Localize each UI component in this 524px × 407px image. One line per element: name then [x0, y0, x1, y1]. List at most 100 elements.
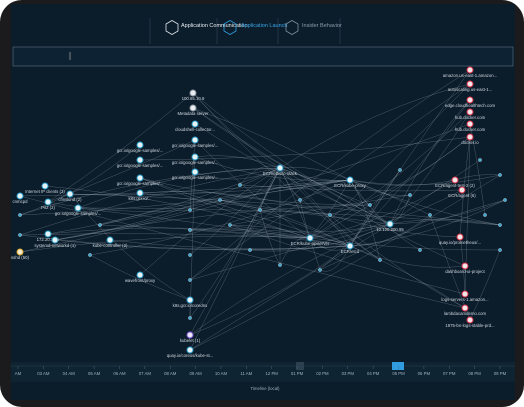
- node-dot[interactable]: [418, 248, 422, 252]
- node[interactable]: [191, 120, 199, 128]
- node[interactable]: [44, 230, 52, 238]
- edge: [189, 167, 281, 256]
- tab-icon[interactable]: [285, 20, 299, 35]
- node-dot[interactable]: [318, 268, 322, 272]
- tab-label[interactable]: Insider Behavior: [302, 23, 342, 29]
- timeline-label: 06 PM: [418, 371, 431, 376]
- node[interactable]: [136, 156, 144, 164]
- node-dot[interactable]: [298, 198, 302, 202]
- node[interactable]: [16, 192, 24, 200]
- node-dot[interactable]: [188, 278, 192, 282]
- node-dot[interactable]: [498, 173, 502, 177]
- node[interactable]: [466, 66, 474, 74]
- node-dot[interactable]: [428, 213, 432, 217]
- node[interactable]: [466, 316, 474, 324]
- node-dot[interactable]: [478, 158, 482, 162]
- node-dot[interactable]: [188, 316, 192, 320]
- node[interactable]: [41, 182, 49, 190]
- node[interactable]: [186, 346, 194, 354]
- node-label: autoscaling.us-east-1...: [448, 87, 492, 92]
- node-dot[interactable]: [503, 198, 507, 202]
- node[interactable]: [456, 233, 464, 241]
- node-dot[interactable]: [498, 223, 502, 227]
- node[interactable]: [466, 133, 474, 141]
- node[interactable]: [466, 108, 474, 116]
- node-dot[interactable]: [278, 263, 282, 267]
- node[interactable]: [346, 242, 354, 250]
- node-dot[interactable]: [188, 228, 192, 232]
- node-dot[interactable]: [408, 193, 412, 197]
- edge: [194, 139, 311, 239]
- tab-icon[interactable]: [165, 20, 179, 35]
- node-dot[interactable]: [88, 253, 92, 257]
- node[interactable]: [136, 174, 144, 182]
- node-dot[interactable]: [98, 223, 102, 227]
- node-dot[interactable]: [18, 213, 22, 217]
- node[interactable]: [44, 198, 52, 206]
- node-dot[interactable]: [368, 203, 372, 207]
- tab-label[interactable]: Application Launch: [241, 23, 287, 29]
- node-dot[interactable]: [218, 198, 222, 202]
- edge: [189, 223, 391, 281]
- node[interactable]: [74, 204, 82, 212]
- timeline-label: 08 PM: [468, 371, 481, 376]
- node[interactable]: [461, 304, 469, 312]
- node-dot[interactable]: [483, 213, 487, 217]
- node[interactable]: [466, 80, 474, 88]
- node[interactable]: [136, 271, 144, 279]
- edge: [279, 167, 391, 225]
- edge: [194, 123, 391, 225]
- node[interactable]: [106, 236, 114, 244]
- node-dot[interactable]: [398, 168, 402, 172]
- edge: [329, 214, 461, 238]
- timeline-selection[interactable]: [392, 362, 404, 370]
- node[interactable]: [186, 331, 194, 339]
- node-dot[interactable]: [18, 233, 22, 237]
- node-dot[interactable]: [188, 208, 192, 212]
- node[interactable]: [346, 176, 354, 184]
- node[interactable]: [186, 296, 194, 304]
- node-dot[interactable]: [188, 253, 192, 257]
- node[interactable]: [189, 104, 197, 112]
- edge: [279, 167, 301, 201]
- edge: [309, 136, 471, 239]
- node[interactable]: [66, 190, 74, 198]
- node-dot[interactable]: [258, 208, 262, 212]
- node[interactable]: [276, 164, 284, 172]
- node[interactable]: [191, 136, 199, 144]
- node[interactable]: [451, 176, 459, 184]
- node-dot[interactable]: [238, 183, 242, 187]
- edge: [279, 167, 381, 261]
- node[interactable]: [136, 189, 144, 197]
- node[interactable]: [466, 120, 474, 128]
- node[interactable]: [461, 290, 469, 298]
- node[interactable]: [189, 89, 197, 97]
- timeline-label: 07 AM: [139, 371, 152, 376]
- timeline-marker[interactable]: [296, 362, 304, 370]
- node[interactable]: [461, 262, 469, 270]
- edge: [47, 139, 196, 203]
- node[interactable]: [306, 234, 314, 242]
- node-dot[interactable]: [228, 223, 232, 227]
- edge: [192, 107, 351, 181]
- node[interactable]: [16, 248, 24, 256]
- node-dot[interactable]: [248, 248, 252, 252]
- tab-label[interactable]: Application Communication: [181, 23, 248, 29]
- edge: [454, 174, 501, 181]
- node[interactable]: [386, 220, 394, 228]
- node[interactable]: [191, 153, 199, 161]
- edge: [77, 207, 501, 226]
- node-dot[interactable]: [378, 258, 382, 262]
- tab-icon[interactable]: [223, 20, 237, 35]
- node[interactable]: [191, 168, 199, 176]
- node-label: Metadata server: [177, 111, 209, 116]
- node[interactable]: [458, 186, 466, 194]
- nodes: 100.65.10.8 Metadata server cloudshell-col…: [11, 66, 507, 358]
- search-box[interactable]: [12, 46, 514, 67]
- node-dot[interactable]: [328, 213, 332, 217]
- node[interactable]: [136, 141, 144, 149]
- node-label: gcr.io/google-samples/...: [172, 175, 219, 180]
- node[interactable]: [466, 96, 474, 104]
- node-dot[interactable]: [498, 248, 502, 252]
- node[interactable]: [51, 236, 59, 244]
